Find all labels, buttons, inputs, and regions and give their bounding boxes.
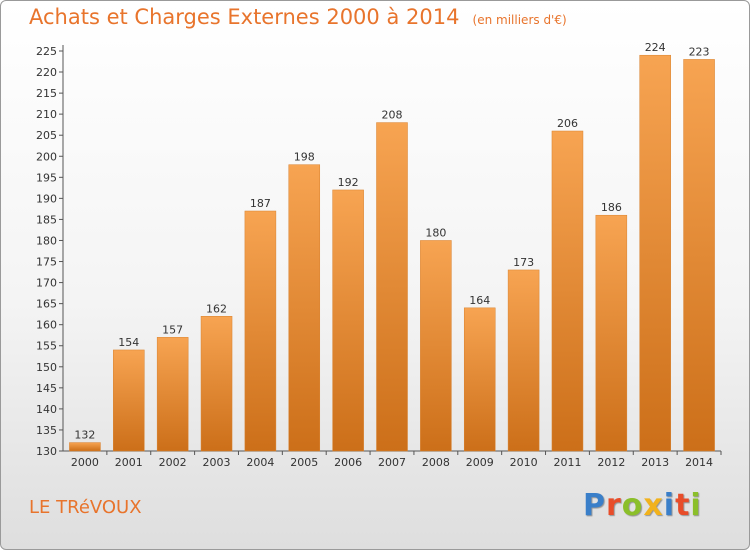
x-tick-label: 2002 [159, 456, 187, 469]
y-tick-label: 175 [36, 256, 57, 269]
x-tick-label: 2008 [422, 456, 450, 469]
bar [200, 316, 233, 452]
y-tick-label: 150 [36, 361, 57, 374]
y-tick-label: 140 [36, 403, 57, 416]
bar [244, 210, 277, 452]
bar [69, 442, 101, 452]
bar [507, 269, 540, 452]
y-tick-label: 135 [36, 424, 57, 437]
logo-letter: t [675, 488, 691, 523]
y-tick-label: 195 [36, 171, 57, 184]
x-tick-label: 2000 [71, 456, 99, 469]
value-label: 154 [118, 336, 139, 349]
x-tick-label: 2001 [115, 456, 143, 469]
bar [156, 337, 189, 452]
x-tick-label: 2004 [246, 456, 274, 469]
y-tick-label: 145 [36, 382, 57, 395]
y-tick-label: 210 [36, 108, 57, 121]
bar [376, 122, 408, 452]
value-label: 223 [689, 45, 710, 58]
bar [332, 189, 364, 452]
logo-letter: i [690, 488, 702, 523]
y-tick-label: 185 [36, 213, 57, 226]
x-tick-label: 2011 [553, 456, 581, 469]
proxiti-logo: Proxiti [583, 488, 702, 523]
x-tick-label: 2003 [203, 456, 231, 469]
y-tick-label: 200 [36, 150, 57, 163]
commune-name: LE TRéVOUX [29, 497, 142, 518]
y-tick-label: 190 [36, 192, 57, 205]
x-tick-label: 2007 [378, 456, 406, 469]
bar [288, 164, 321, 452]
y-tick-label: 180 [36, 234, 57, 247]
value-label: 132 [74, 429, 95, 442]
x-tick-label: 2012 [597, 456, 625, 469]
value-label: 164 [469, 294, 490, 307]
bar [595, 214, 628, 452]
value-label: 162 [206, 302, 227, 315]
bar [683, 59, 715, 452]
value-label: 157 [162, 323, 183, 336]
value-label: 187 [250, 197, 271, 210]
x-tick-label: 2009 [466, 456, 494, 469]
y-tick-label: 220 [36, 66, 57, 79]
x-tick-label: 2014 [685, 456, 713, 469]
y-tick-label: 160 [36, 319, 57, 332]
chart-unit: (en milliers d'€) [472, 13, 567, 27]
bar [113, 349, 145, 452]
x-tick-label: 2013 [641, 456, 669, 469]
y-tick-label: 130 [36, 445, 57, 458]
x-tick-label: 2006 [334, 456, 362, 469]
value-label: 198 [294, 151, 315, 164]
bar [551, 130, 584, 452]
x-tick-label: 2005 [290, 456, 318, 469]
y-tick-label: 225 [36, 45, 57, 58]
value-label: 192 [338, 176, 359, 189]
chart-title: Achats et Charges Externes 2000 à 2014 [29, 5, 460, 29]
logo-letter: i [663, 488, 676, 523]
value-label: 180 [425, 226, 446, 239]
value-label: 186 [601, 201, 622, 214]
y-tick-label: 170 [36, 277, 57, 290]
y-tick-label: 155 [36, 340, 57, 353]
logo-letter: o [621, 488, 644, 523]
bar [639, 54, 671, 452]
value-label: 224 [645, 41, 666, 54]
logo-letter: r [606, 488, 622, 523]
value-label: 173 [513, 256, 534, 269]
value-label: 208 [382, 109, 403, 122]
title-row: Achats et Charges Externes 2000 à 2014 (… [29, 5, 567, 29]
logo-letter: x [643, 488, 664, 523]
x-tick-label: 2010 [510, 456, 538, 469]
bar [463, 307, 496, 452]
y-tick-label: 205 [36, 129, 57, 142]
logo-letter: P [583, 488, 606, 523]
y-tick-label: 215 [36, 87, 57, 100]
value-label: 206 [557, 117, 578, 130]
bar [420, 240, 452, 452]
y-tick-label: 165 [36, 298, 57, 311]
